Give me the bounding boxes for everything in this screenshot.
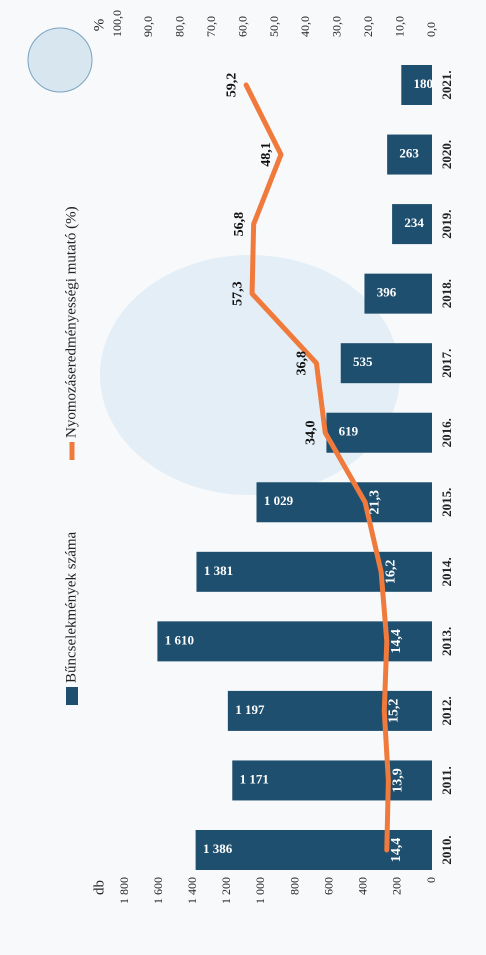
y-tick-label: 1 000 [253,877,267,904]
bar-label: 1 197 [235,702,265,717]
bar-label: 1 029 [264,493,294,508]
y2-tick-label: 80,0 [173,16,187,37]
line-label: 57,3 [230,281,245,306]
line-label: 14,4 [389,838,404,863]
legend-label: Bűncselekmények száma [63,531,79,683]
bar [232,760,432,801]
x-tick-label: 2012. [439,696,454,725]
x-tick-label: 2014. [439,557,454,586]
y2-tick-label: 90,0 [141,16,155,37]
line-label: 14,4 [389,629,404,654]
bar-label: 1 610 [165,632,194,647]
y2-tick-label: 30,0 [330,16,344,37]
line-label: 48,1 [259,142,274,167]
bar-label: 619 [339,424,359,439]
y-tick-label: 1 400 [185,877,199,904]
y2-tick-label: 60,0 [235,16,249,37]
line-label: 13,9 [391,768,406,793]
bar-label: 396 [377,285,397,300]
y-tick-label: 800 [287,877,301,895]
x-tick-label: 2015. [439,488,454,517]
y2-tick-label: 50,0 [267,16,281,37]
legend-label: Nyomozáseredményességi mutató (%) [63,206,79,438]
x-tick-label: 2016. [439,418,454,447]
legend-swatch [66,687,78,705]
y2-tick-label: 20,0 [361,16,375,37]
bar [227,690,432,731]
logo [27,27,93,93]
x-tick-label: 2018. [439,279,454,308]
bar-label: 1 381 [204,563,233,578]
line-label: 16,2 [383,560,398,585]
line-label: 15,2 [386,699,401,724]
y-tick-label: 400 [356,877,370,895]
line-label: 59,2 [224,73,239,98]
bar [401,65,432,105]
line-label: 34,0 [303,420,318,445]
x-tick-label: 2021. [439,70,454,99]
bar [387,134,432,175]
bar [326,412,433,453]
y-tick-label: 1 600 [151,877,165,904]
y-tick-label: 1 800 [117,877,131,904]
y-tick-label: 0 [424,877,438,883]
x-tick-label: 2020. [439,140,454,169]
line [243,82,391,853]
bar [195,830,432,870]
bar [196,551,432,592]
bar [364,273,432,314]
x-tick-label: 2011. [439,766,454,795]
bar [157,621,432,662]
x-tick-label: 2010. [439,835,454,864]
y2-tick-label: 100,0 [110,10,124,37]
bar-label: 263 [399,146,419,161]
bar-label: 1 386 [203,841,233,856]
bar-label: 180 [414,76,434,91]
line-label: 36,8 [295,351,310,376]
line-label: 21,3 [367,490,382,514]
y-tick-label: 600 [321,877,335,895]
bar [392,204,432,245]
x-tick-label: 2017. [439,349,454,378]
y2-tick-label: 0,0 [424,22,438,37]
y2-unit: % [91,19,107,32]
y2-tick-label: 70,0 [204,16,218,37]
bar-label: 1 171 [240,771,269,786]
y-tick-label: 200 [390,877,404,895]
bar [340,343,432,384]
y2-tick-label: 10,0 [392,16,406,37]
x-tick-label: 2013. [439,627,454,656]
bar [256,482,432,523]
x-tick-label: 2019. [439,209,454,238]
bar-label: 234 [404,215,424,230]
y2-tick-label: 40,0 [298,16,312,37]
bar-label: 535 [353,354,373,369]
y-unit: db [91,880,107,895]
line-label: 56,8 [232,212,247,237]
y-tick-label: 1 200 [219,877,233,904]
